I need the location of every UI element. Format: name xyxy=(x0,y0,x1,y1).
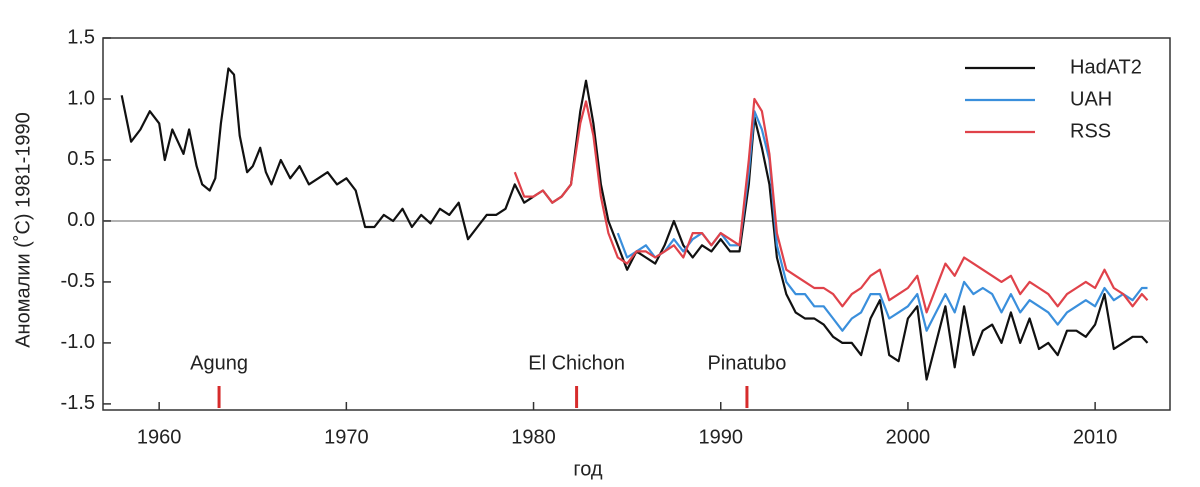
y-tick-label: 1.5 xyxy=(67,26,95,48)
x-tick-label: 1960 xyxy=(137,426,182,448)
x-tick-label: 2010 xyxy=(1073,426,1118,448)
series-line xyxy=(120,67,1149,381)
legend-label: RSS xyxy=(1070,120,1111,142)
y-tick-label: -0.5 xyxy=(61,270,95,292)
series-line xyxy=(513,97,1149,314)
y-tick-label: -1.5 xyxy=(61,392,95,414)
x-axis-label: год xyxy=(573,458,603,480)
x-tick-label: 1970 xyxy=(324,426,369,448)
legend-label: HadAT2 xyxy=(1070,56,1142,78)
y-tick-label: 1.0 xyxy=(67,87,95,109)
y-tick-label: -1.0 xyxy=(61,331,95,353)
event-label: Agung xyxy=(190,352,248,374)
y-tick-label: 0.5 xyxy=(67,148,95,170)
event-label: El Chichon xyxy=(528,352,625,374)
y-tick-label: 0.0 xyxy=(67,209,95,231)
plot-frame xyxy=(102,37,1171,411)
x-tick-label: 1990 xyxy=(698,426,743,448)
event-label: Pinatubo xyxy=(707,352,786,374)
y-axis-label: Аномалии (˚C) 1981-1990 xyxy=(12,112,34,348)
x-tick-label: 2000 xyxy=(886,426,931,448)
x-tick-label: 1980 xyxy=(511,426,556,448)
legend-label: UAH xyxy=(1070,88,1112,110)
